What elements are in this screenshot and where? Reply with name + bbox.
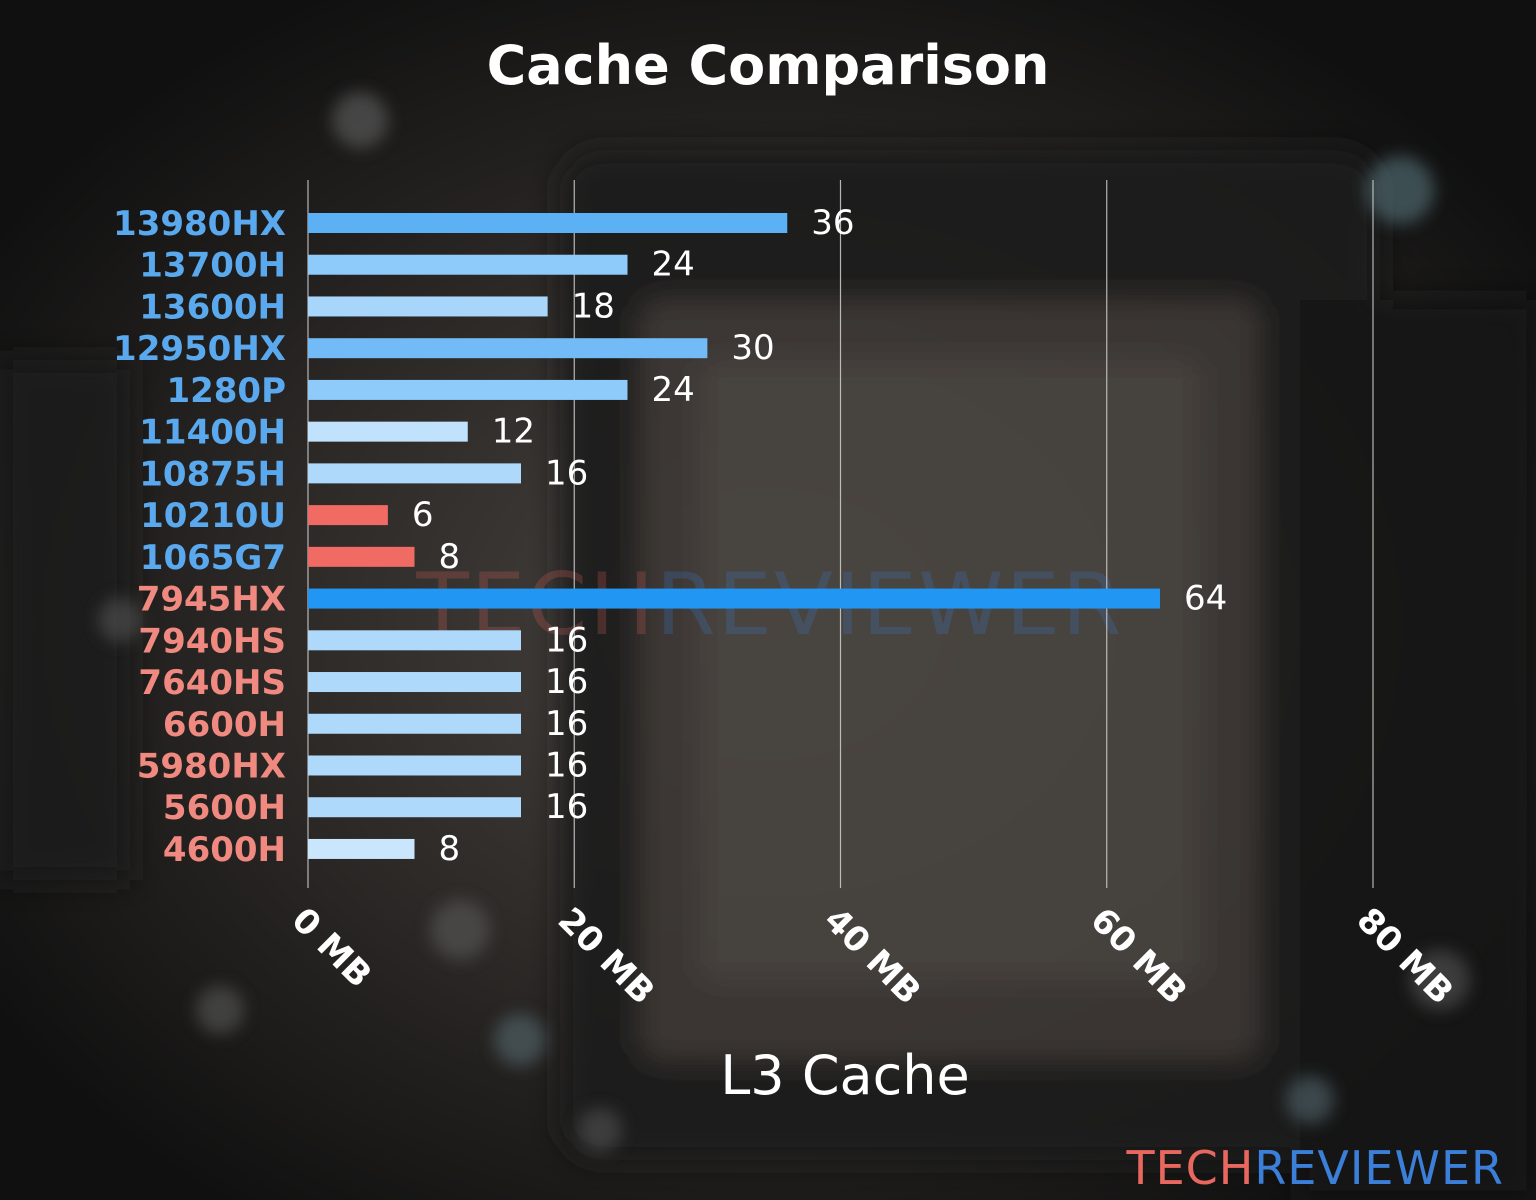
value-label: 36 xyxy=(811,203,854,243)
value-label: 16 xyxy=(545,704,588,744)
category-label: 6600H xyxy=(163,705,286,745)
bar xyxy=(308,838,415,859)
category-label: 5980HX xyxy=(137,746,286,786)
category-label: 1065G7 xyxy=(140,538,286,578)
bar xyxy=(308,797,521,818)
bar xyxy=(308,421,468,442)
logo-tech: TECH xyxy=(1125,1141,1254,1195)
bar xyxy=(308,254,628,275)
x-tick-labels: 0 MB 20 MB 40 MB 60 MB 80 MB xyxy=(284,900,1461,1012)
x-axis-label: L3 Cache xyxy=(720,1044,970,1107)
value-label: 16 xyxy=(545,453,588,493)
x-tick-label: 80 MB xyxy=(1349,900,1461,1012)
category-label: 11400H xyxy=(139,413,286,453)
chart-title: Cache Comparison xyxy=(487,34,1050,97)
category-label: 10210U xyxy=(140,496,286,536)
value-label: 16 xyxy=(545,620,588,660)
x-tick-label: 40 MB xyxy=(816,900,928,1012)
value-label: 64 xyxy=(1184,579,1227,619)
category-label: 7945HX xyxy=(137,580,286,620)
category-label: 4600H xyxy=(163,830,286,870)
value-label: 8 xyxy=(439,537,461,577)
value-label: 30 xyxy=(731,328,774,368)
value-label: 16 xyxy=(545,745,588,785)
category-labels: 13980HX13700H13600H12950HX1280P11400H108… xyxy=(113,204,286,870)
bar xyxy=(308,713,521,734)
value-label: 24 xyxy=(652,370,695,410)
category-label: 10875H xyxy=(139,454,286,494)
logo-reviewer: REVIEWER xyxy=(1254,1141,1504,1195)
bar xyxy=(308,588,1160,609)
gridlines xyxy=(307,180,1374,888)
value-label: 18 xyxy=(572,286,615,326)
category-label: 5600H xyxy=(163,788,286,828)
value-label: 16 xyxy=(545,662,588,702)
category-label: 1280P xyxy=(166,371,286,411)
bar xyxy=(308,755,521,776)
x-tick-label: 0 MB xyxy=(284,900,380,996)
category-label: 7640HS xyxy=(138,663,286,703)
category-label: 7940HS xyxy=(138,621,286,661)
value-label: 16 xyxy=(545,787,588,827)
bar xyxy=(308,630,521,651)
bar xyxy=(308,338,708,359)
bar xyxy=(308,546,415,567)
category-label: 13600H xyxy=(139,287,286,327)
category-label: 12950HX xyxy=(113,329,286,369)
bar xyxy=(308,379,628,400)
bar xyxy=(308,296,548,317)
value-label: 24 xyxy=(652,245,695,285)
techreviewer-logo: TECHREVIEWER xyxy=(1125,1141,1504,1195)
value-label: 12 xyxy=(492,412,535,452)
value-label: 6 xyxy=(412,495,434,535)
category-label: 13700H xyxy=(139,246,286,286)
x-tick-label: 20 MB xyxy=(550,900,662,1012)
bar xyxy=(308,463,521,484)
bar xyxy=(308,505,388,526)
x-tick-label: 60 MB xyxy=(1082,900,1194,1012)
bar xyxy=(308,672,521,693)
category-label: 13980HX xyxy=(113,204,286,244)
bar xyxy=(308,213,788,233)
value-label: 8 xyxy=(439,829,461,869)
bars xyxy=(308,213,1160,859)
